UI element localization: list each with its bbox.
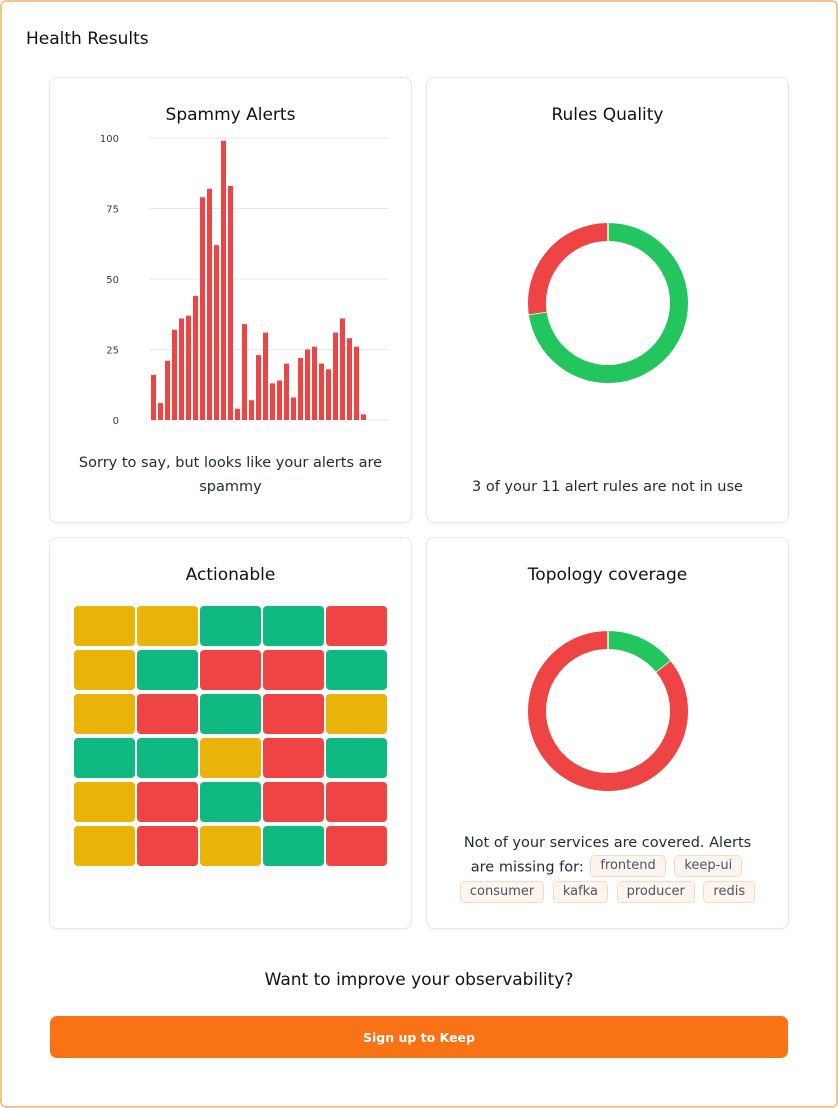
bar [221, 140, 226, 420]
rules-quality-donut [528, 223, 688, 383]
heatmap-cell [74, 694, 135, 734]
y-tick-label: 50 [106, 275, 119, 286]
topology-coverage-donut [528, 631, 688, 791]
bar [354, 346, 359, 420]
rules-quality-title: Rules Quality [551, 105, 664, 125]
heatmap-cell [74, 826, 135, 866]
heatmap-cell [74, 738, 135, 778]
heatmap-cell [263, 650, 324, 690]
service-tags-row: consumer kafka producer redis [435, 881, 780, 906]
bar [186, 315, 191, 420]
heatmap-cell [74, 782, 135, 822]
heatmap-cell [326, 826, 387, 866]
bar [158, 403, 163, 420]
bar [305, 349, 310, 420]
bar [200, 197, 205, 420]
heatmap-cell [137, 738, 198, 778]
heatmap-cell [263, 782, 324, 822]
service-tag: consumer [459, 881, 545, 903]
spammy-alerts-chart: 0 25 50 75 100 [100, 134, 388, 427]
service-tag: producer [616, 881, 695, 903]
heatmap-cell [137, 782, 198, 822]
heatmap-cell [200, 694, 261, 734]
donut-segment-missing [528, 631, 688, 791]
heatmap-cell [137, 650, 198, 690]
spammy-alerts-title: Spammy Alerts [165, 105, 296, 125]
heatmap-cell [137, 606, 198, 646]
heatmap-cell [326, 694, 387, 734]
heatmap-cell [326, 606, 387, 646]
bar [347, 338, 352, 420]
heatmap-cell [326, 782, 387, 822]
heatmap-cell [326, 738, 387, 778]
heatmap-cell [263, 738, 324, 778]
y-tick-label: 100 [100, 134, 119, 145]
bar [277, 380, 282, 420]
topology-message-line1: Not of your services are covered. Alerts [463, 835, 752, 851]
bar [319, 363, 324, 420]
bar [242, 324, 247, 420]
service-tag: kafka [552, 881, 608, 903]
topology-coverage-card: Topology coverage Not of your services a… [426, 537, 789, 929]
bar [284, 363, 289, 420]
y-tick-label: 0 [113, 416, 119, 427]
actionable-title: Actionable [185, 565, 276, 585]
service-tag: frontend [590, 855, 666, 877]
bar [326, 369, 331, 420]
donut-segment-not-in-use [528, 223, 609, 315]
cta-title: Want to improve your observability? [264, 970, 574, 990]
bar [172, 329, 177, 420]
bar [256, 355, 261, 420]
heatmap-cell [200, 738, 261, 778]
actionable-heatmap [74, 606, 388, 867]
bar [270, 383, 275, 420]
bar [263, 332, 268, 420]
heatmap-cell [263, 694, 324, 734]
bar [228, 185, 233, 420]
y-tick-label: 75 [106, 205, 119, 216]
heatmap-cell [137, 694, 198, 734]
heatmap-cell [326, 650, 387, 690]
bar [165, 360, 170, 420]
bar [235, 408, 240, 420]
actionable-card: Actionable [49, 537, 412, 929]
bar [193, 295, 198, 420]
donut-segment-covered [607, 631, 671, 673]
bar [298, 357, 303, 420]
spammy-alerts-message: Sorry to say, but looks like your alerts… [78, 455, 383, 495]
bar [179, 318, 184, 420]
bar [333, 332, 338, 420]
bar [291, 397, 296, 420]
spammy-alerts-card: Spammy Alerts 0 25 50 75 100 Sorry to say, b… [49, 77, 412, 523]
heatmap-cell [200, 826, 261, 866]
heatmap-cell [137, 826, 198, 866]
heatmap-cell [200, 606, 261, 646]
service-tag: redis [703, 881, 756, 903]
topology-coverage-message: Not of your services are covered. Alerts… [435, 831, 780, 906]
heatmap-cell [74, 650, 135, 690]
sign-up-button[interactable]: Sign up to Keep [50, 1016, 788, 1058]
heatmap-cell [200, 650, 261, 690]
heatmap-cell [200, 782, 261, 822]
bar [151, 374, 156, 420]
y-tick-label: 25 [106, 346, 119, 357]
bar [340, 318, 345, 420]
bar [214, 245, 219, 420]
heatmap-cell [263, 606, 324, 646]
page-title: Health Results [26, 29, 149, 49]
topology-coverage-title: Topology coverage [527, 565, 688, 585]
rules-quality-message: 3 of your 11 alert rules are not in use [472, 479, 743, 495]
rules-quality-card: Rules Quality 3 of your 11 alert rules a… [426, 77, 789, 523]
topology-message-line2-row: are missing for: frontend keep-ui [435, 855, 780, 880]
bar [312, 346, 317, 420]
bar [361, 414, 366, 420]
donut-segment-in-use [528, 223, 688, 383]
heatmap-cell [74, 606, 135, 646]
heatmap-cell [263, 826, 324, 866]
bar [207, 188, 212, 420]
topology-message-line2: are missing for: [470, 859, 584, 876]
bar [249, 400, 254, 420]
service-tag: keep-ui [674, 855, 743, 877]
